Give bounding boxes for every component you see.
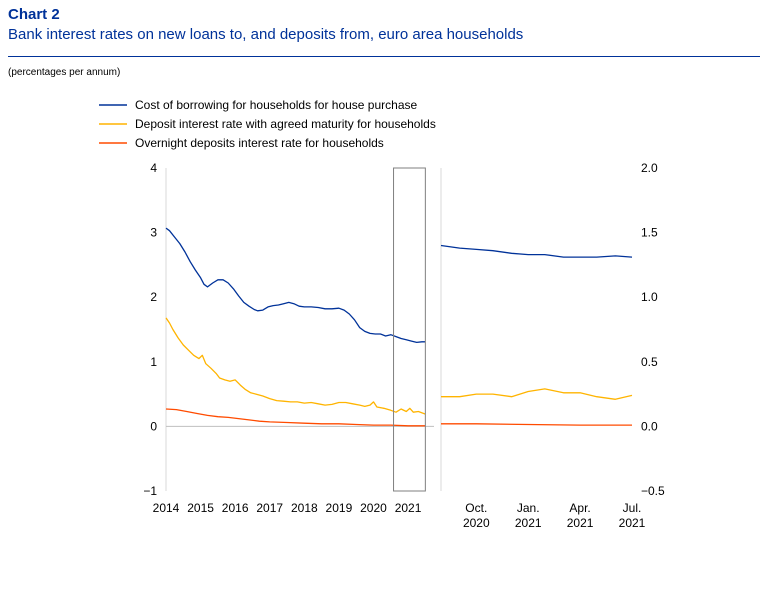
right-x-tick-label-top: Oct. bbox=[465, 501, 487, 515]
left-y-tick-label: 4 bbox=[150, 161, 157, 175]
right-series-line-0 bbox=[440, 244, 633, 258]
legend-label-0: Cost of borrowing for households for hou… bbox=[135, 98, 417, 112]
right-x-tick-label-top: Apr. bbox=[569, 501, 590, 515]
left-y-tick-label: −1 bbox=[143, 484, 157, 498]
zoom-highlight-box bbox=[393, 167, 426, 492]
right-x-tick-label-top: Jul. bbox=[623, 501, 642, 515]
left-x-tick-label: 2018 bbox=[291, 501, 318, 515]
right-series-line-2 bbox=[441, 423, 632, 426]
right-x-tick-label-bottom: 2021 bbox=[567, 516, 594, 530]
legend-label-1: Deposit interest rate with agreed maturi… bbox=[135, 117, 436, 131]
chart-header: Chart 2 Bank interest rates on new loans… bbox=[8, 6, 761, 45]
right-series-line-1 bbox=[441, 388, 633, 400]
chart-title: Bank interest rates on new loans to, and… bbox=[8, 26, 524, 43]
left-series-line-1 bbox=[165, 317, 426, 415]
right-x-tick-label-bottom: 2021 bbox=[619, 516, 646, 530]
right-y-tick-label: 0.0 bbox=[641, 419, 658, 433]
left-y-tick-label: 0 bbox=[150, 419, 157, 433]
left-y-tick-label: 1 bbox=[150, 355, 157, 369]
right-y-tick-label: 1.0 bbox=[641, 290, 658, 304]
chart-label: Chart 2 bbox=[8, 6, 60, 23]
left-x-tick-label: 2019 bbox=[326, 501, 353, 515]
right-y-tick-label: −0.5 bbox=[641, 484, 665, 498]
right-y-tick-label: 0.5 bbox=[641, 355, 658, 369]
right-x-tick-label-bottom: 2021 bbox=[515, 516, 542, 530]
left-x-tick-label: 2020 bbox=[360, 501, 387, 515]
right-y-tick-label: 1.5 bbox=[641, 226, 658, 240]
left-y-tick-label: 2 bbox=[150, 290, 157, 304]
legend-label-2: Overnight deposits interest rate for hou… bbox=[135, 136, 384, 150]
left-x-tick-label: 2014 bbox=[153, 501, 180, 515]
left-x-tick-label: 2016 bbox=[222, 501, 249, 515]
title-rule bbox=[8, 56, 760, 57]
left-x-tick-label: 2017 bbox=[256, 501, 283, 515]
left-series-line-2 bbox=[165, 408, 426, 427]
units-note: (percentages per annum) bbox=[8, 67, 121, 78]
left-y-tick-label: 3 bbox=[150, 226, 157, 240]
right-y-tick-label: 2.0 bbox=[641, 161, 658, 175]
left-x-tick-label: 2021 bbox=[395, 501, 422, 515]
right-x-tick-label-top: Jan. bbox=[517, 501, 540, 515]
left-series-line-0 bbox=[165, 227, 426, 344]
right-x-tick-label-bottom: 2020 bbox=[463, 516, 490, 530]
left-x-tick-label: 2015 bbox=[187, 501, 214, 515]
